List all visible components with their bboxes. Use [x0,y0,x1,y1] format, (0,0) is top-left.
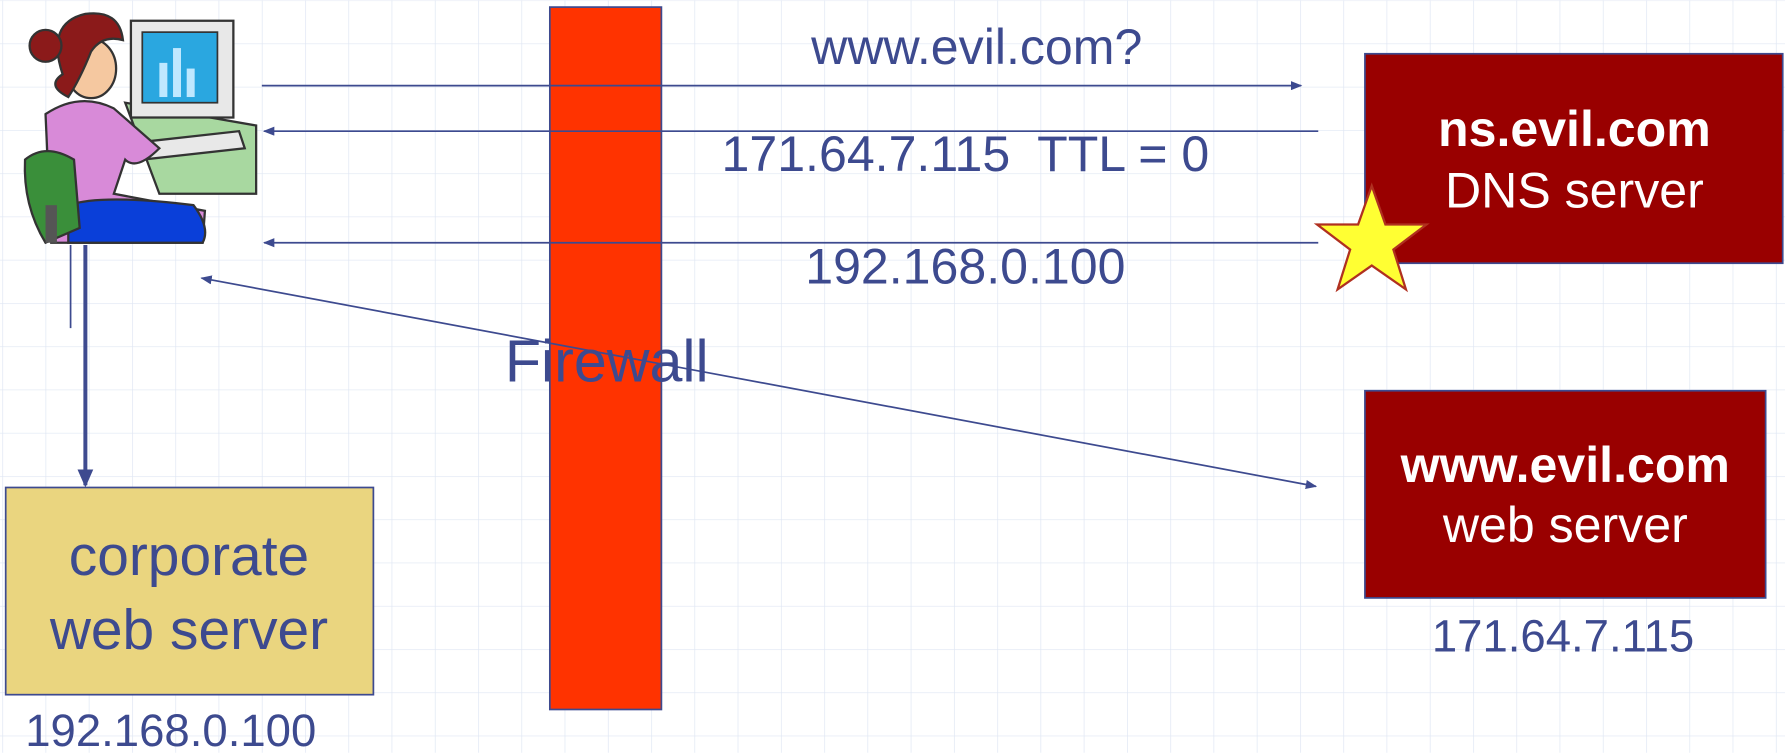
dns-server-box [1365,54,1783,263]
message-label: 171.64.7.115 TTL = 0 [722,126,1210,182]
page: {"messages": [{"label": "www.evil.com?"}… [0,0,1785,753]
node-address: 171.64.7.115 [1432,610,1694,661]
node-title: www.evil.com [1400,437,1730,493]
message-label: www.evil.com? [810,19,1142,75]
node-subtitle: web server [1442,497,1688,553]
node-title: corporate [69,524,309,588]
node-subtitle: DNS server [1445,162,1704,218]
node-subtitle: web server [49,598,328,662]
diagram: Firewall www.evil.com? 171.64.7.115 TTL … [0,0,1785,753]
node-title: ns.evil.com [1438,101,1711,157]
node-address: 192.168.0.100 [25,705,316,753]
web-server-box [1365,391,1766,598]
firewall-label: Firewall [505,328,709,395]
corporate-server-box [6,487,374,694]
message-label: 192.168.0.100 [805,239,1125,295]
